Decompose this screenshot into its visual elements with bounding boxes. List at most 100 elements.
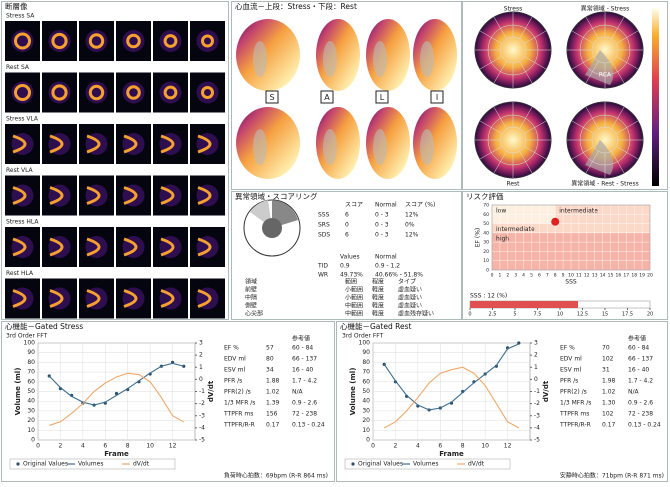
table-cell: 0.9 - 2.6 [628,400,653,407]
glow [196,30,219,52]
ring [88,33,105,49]
segment-line [519,106,533,129]
arc [86,237,101,257]
bar-title: SSS : 12 (%) [470,293,507,300]
x-tick-label: 2 [506,273,509,279]
table-cell: 0.9 [340,263,350,270]
table-cell: 16 - 40 [292,367,313,374]
table-cell: 6 [345,232,349,239]
table-cell: 中範囲 [345,310,363,318]
arc [160,134,175,154]
y2-tick-label: 3 [534,340,538,347]
bar [470,301,578,308]
y-tick-label: 100 [24,340,36,347]
x-tick-label: 12 [504,443,512,450]
x-tick-label: 14 [600,273,606,279]
x-tick-label: 8 [554,273,557,279]
table-header: 参考値 [628,335,646,343]
subtitle: 3rd Order FFT [6,333,48,340]
x-tick-label: 0 [36,443,40,450]
table-cell: 側壁 [245,302,257,310]
table-cell: 0.9 - 1.2 [375,263,400,270]
y2-tick-label: -2 [199,400,205,407]
segment-line [493,16,507,39]
table-cell: TTPFR ms [559,411,589,418]
arc [49,186,64,205]
table-cell: EF % [224,345,239,352]
y-tick-label: 30 [362,407,370,414]
y-tick-label: 70 [483,203,489,209]
segment-line [616,120,639,134]
table-cell: 中隔 [245,294,257,302]
arc [86,289,101,308]
table-cell: 0.17 [602,422,616,429]
table-cell: 虚血残存疑い [398,310,434,318]
table-cell: SSS [318,212,330,219]
table-cell: SDS [318,232,330,239]
table-cell: 小範囲 [345,286,363,294]
table-header: スコア (%) [405,202,435,209]
table-cell: 60 - 84 [292,345,313,352]
segment-line [571,56,594,70]
heart-render [366,19,410,91]
y2-tick-label: -4 [534,424,540,431]
panel-title: 心血流－上段：Stress・下段：Rest [235,1,357,11]
y-tick-label: 0 [486,268,489,274]
table-cell: PFR /s [224,378,242,385]
table-cell: 66 - 137 [628,356,653,363]
x-tick-label: 0 [491,273,494,279]
polar-label: Rest [506,181,520,188]
table-cell: 80 [266,356,274,363]
table-cell: 0% [405,222,415,229]
table-cell: 1/3 MFR /s [560,400,591,407]
table-cell: 1.98 [602,378,616,385]
color-bar [652,8,659,186]
y2-tick-label: 3 [199,340,203,347]
table-cell: 40.66% - 51.8% [375,272,423,279]
heart-render [366,107,410,179]
heart-render [316,107,360,179]
x-axis-label: Frame [439,450,464,458]
x-tick-label: 16 [616,273,622,279]
table-cell: 102 [602,356,614,363]
y-tick-label: 60 [483,212,489,218]
x-tick-label: 4 [81,443,85,450]
segment-line [479,56,502,70]
legend-box [344,458,511,470]
segment-line [524,120,547,134]
x-tick-label: 2.5 [489,312,497,318]
table-header: Normal [375,254,397,261]
series-line [383,366,520,429]
defect [253,129,267,165]
table-cell: 0 [345,222,349,229]
y-tick-label: 50 [27,388,35,395]
segment-line [585,61,599,84]
arc [197,289,212,308]
glow [159,30,182,52]
x-tick-label: 19 [639,273,645,279]
legend-swatch [351,462,355,466]
ring [201,86,214,99]
glow [196,81,219,104]
arc [197,237,212,257]
row-label: Stress SA [6,13,35,20]
arc [49,289,64,308]
y-tick-label: 10 [362,427,370,434]
defect [373,129,387,165]
arc [86,186,101,205]
heart-render [316,19,360,91]
view-label: L [380,93,385,102]
x-tick-label: 12.5 [577,312,588,318]
x-tick-label: 8 [461,443,465,450]
x-tick-label: 12 [169,443,177,450]
x-tick-label: 7.5 [534,312,542,318]
row-label: Rest SA [6,64,30,71]
y2-tick-label: 1 [199,364,203,371]
y2-tick-label: 2 [199,352,203,359]
x-tick-label: 0 [371,443,375,450]
arc [123,289,138,308]
y2label: dV/dt [542,380,550,402]
x-tick-label: 10 [146,443,154,450]
